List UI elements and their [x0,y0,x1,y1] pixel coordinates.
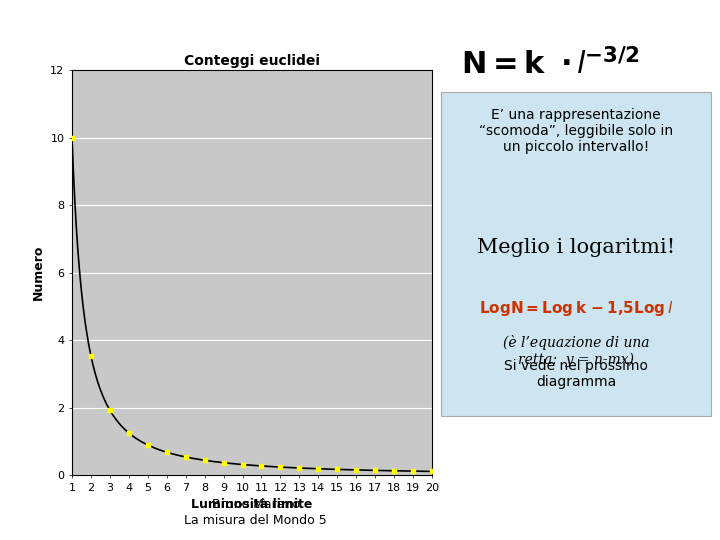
Point [388,467,400,475]
Text: $\mathbf{LogN = Log\,k\,-1{,}5Log\,\mathit{l}}$: $\mathbf{LogN = Log\,k\,-1{,}5Log\,\math… [479,299,673,319]
Point [256,462,267,470]
Point [408,467,419,475]
Title: Conteggi euclidei: Conteggi euclidei [184,53,320,68]
Point [331,465,343,474]
Point [274,463,286,471]
Point [123,429,135,437]
Point [85,352,96,360]
Point [426,467,438,476]
Point [66,133,78,142]
Y-axis label: Numero: Numero [32,245,45,300]
Text: (è l’equazione di una
retta:  y = n-mx): (è l’equazione di una retta: y = n-mx) [503,335,649,367]
Point [161,448,173,456]
FancyBboxPatch shape [441,92,711,416]
Text: $\mathbf{N = k\ \bullet\ }$: $\mathbf{N = k\ \bullet\ }$ [461,49,570,80]
Point [142,441,153,449]
X-axis label: Luminosità limite: Luminosità limite [192,498,312,511]
Text: $\boldsymbol{\mathit{l}}^{\mathbf{-3/2}}$: $\boldsymbol{\mathit{l}}^{\mathbf{-3/2}}… [576,49,639,81]
Point [312,464,324,473]
Text: Si vede nel prossimo
diagramma: Si vede nel prossimo diagramma [504,359,648,389]
Point [237,460,248,469]
Text: E’ una rappresentazione
“scomoda”, leggibile solo in
un piccolo intervallo!: E’ una rappresentazione “scomoda”, leggi… [479,108,673,154]
Text: Meglio i logaritmi!: Meglio i logaritmi! [477,238,675,257]
Point [180,453,192,461]
Text: Bruno Marano
La misura del Mondo 5: Bruno Marano La misura del Mondo 5 [184,498,327,526]
Point [369,466,381,475]
Point [351,465,362,474]
Point [218,458,230,467]
Point [104,406,116,415]
Point [294,464,305,472]
Point [199,456,210,464]
